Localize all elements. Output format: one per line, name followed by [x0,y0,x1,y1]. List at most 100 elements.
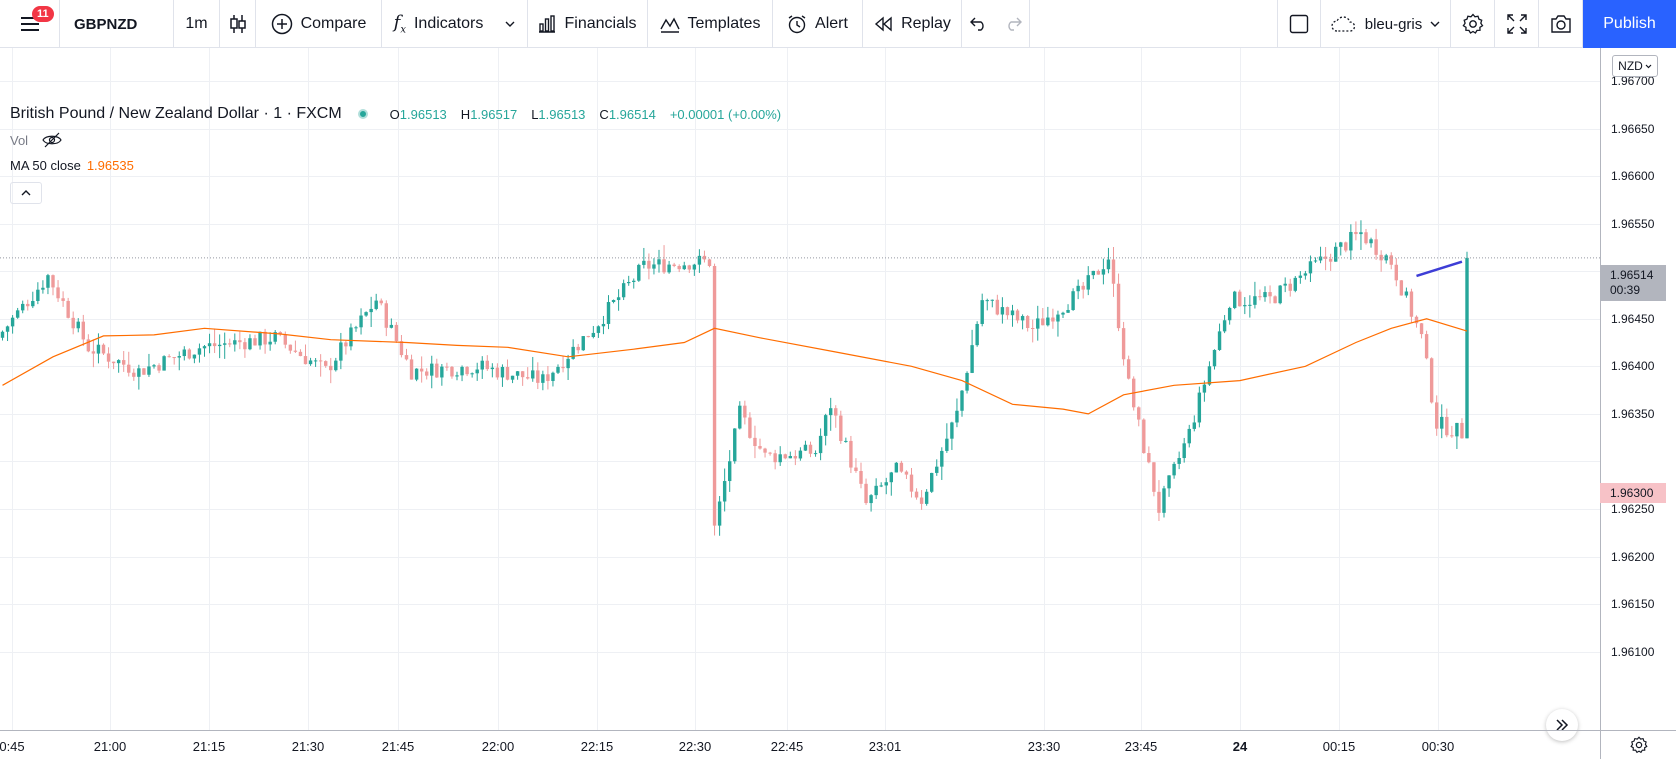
main-menu-button[interactable]: 11 [0,0,60,48]
candle-body [1243,305,1247,307]
candle-body [268,341,272,345]
candle-body [526,377,530,379]
price-chart[interactable] [0,48,1600,730]
time-tick-label: 22:45 [770,739,804,754]
candle-body [56,287,60,299]
candle-body [162,356,166,371]
candle-body [1152,462,1156,492]
candle-body [1238,291,1242,307]
symbol-description[interactable]: British Pound / New Zealand Dollar · 1 ·… [10,105,342,122]
candle-body [1369,239,1373,244]
candle-body [379,300,383,304]
candle-body [96,344,101,354]
time-axis[interactable]: 0:45 21:00 21:15 21:30 21:45 22:00 22:15 22:30 2… [0,730,1600,759]
candle-body [1101,269,1106,275]
chevron-down-icon[interactable] [505,21,515,27]
candle-body [627,282,631,284]
redo-button[interactable] [996,0,1030,48]
candle-body [576,346,580,351]
candle-body [849,440,853,468]
candle-body [995,299,1000,315]
axis-settings-button[interactable] [1600,730,1676,759]
candle-body [1354,231,1358,235]
candle-body [1010,310,1015,316]
replay-label: Replay [901,15,951,32]
candle-body [940,450,944,467]
candle-body [329,365,333,371]
candle-body [834,408,838,416]
collapse-legend-button[interactable] [10,182,42,204]
snapshot-button[interactable] [1539,0,1583,48]
candle-body [1445,416,1449,436]
symbol-search-button[interactable]: GBPNZD [60,0,174,48]
candle-body [657,259,661,265]
candle-body [1227,307,1232,321]
candles-icon [229,15,246,33]
settings-button[interactable] [1451,0,1495,48]
interval-button[interactable]: 1m [174,0,220,48]
undo-button[interactable] [962,0,996,48]
candle-body [248,338,252,350]
ma-legend[interactable]: MA 50 close 1.96535 [10,158,787,174]
price-axis[interactable]: 1.96700 1.96650 1.96600 1.96550 1.96450 1.964… [1600,48,1676,730]
candle-body [101,344,106,354]
candle-body [914,491,919,498]
layout-name: bleu-gris [1364,15,1423,33]
candle-body [51,275,55,288]
candle-body [642,260,646,265]
candle-body [1121,328,1126,360]
compare-button[interactable]: Compare [256,0,382,48]
candle-body [298,351,303,357]
chart-pane[interactable]: British Pound / New Zealand Dollar · 1 ·… [0,48,1600,741]
candle-body [541,374,545,383]
candle-body [616,297,621,301]
candle-body [137,368,141,377]
indicators-button[interactable]: fx Indicators [382,0,528,48]
candle-body [1046,317,1050,326]
candle-body [930,472,934,492]
replay-button[interactable]: Replay [863,0,962,48]
currency-select[interactable]: NZD [1612,55,1658,77]
candle-body [258,331,262,346]
candle-body [647,260,651,269]
candle-body [924,491,929,504]
candle-body [1031,328,1035,330]
financials-button[interactable]: Financials [528,0,648,48]
candle-body [662,259,666,273]
candle-body [632,280,636,283]
candle-body [460,366,464,376]
camera-icon [1550,15,1571,33]
candle-body [61,298,65,301]
templates-button[interactable]: Templates [648,0,773,48]
candle-body [1086,275,1090,290]
market-status-dot[interactable] [357,109,368,119]
candle-body [611,300,616,303]
candle-body [212,343,217,347]
candle-body [672,264,676,266]
layout-select-button[interactable] [1277,0,1321,48]
volume-legend[interactable]: Vol [10,132,787,148]
eye-hidden-icon[interactable] [42,132,62,148]
candle-body [894,462,899,473]
fullscreen-button[interactable] [1495,0,1539,48]
saved-layout-button[interactable]: bleu-gris [1321,0,1451,48]
candle-body [884,482,888,486]
candle-body [581,336,585,351]
trend-line-drawing[interactable] [1416,260,1463,278]
symbol-label: GBPNZD [74,15,138,33]
chart-type-button[interactable] [220,0,256,48]
candle-body [10,317,15,327]
time-tick-label: 21:30 [291,739,325,754]
candle-body [1364,232,1368,244]
candle-body [197,348,202,355]
scroll-to-realtime-button[interactable] [1546,709,1578,741]
candle-body [1455,422,1459,437]
candle-body [955,410,959,423]
candle-body [1404,291,1409,296]
publish-button[interactable]: Publish [1583,0,1676,48]
candle-body [717,501,722,526]
alert-button[interactable]: Alert [773,0,863,48]
candle-body [1111,259,1116,284]
time-tick-label: 21:45 [381,739,415,754]
